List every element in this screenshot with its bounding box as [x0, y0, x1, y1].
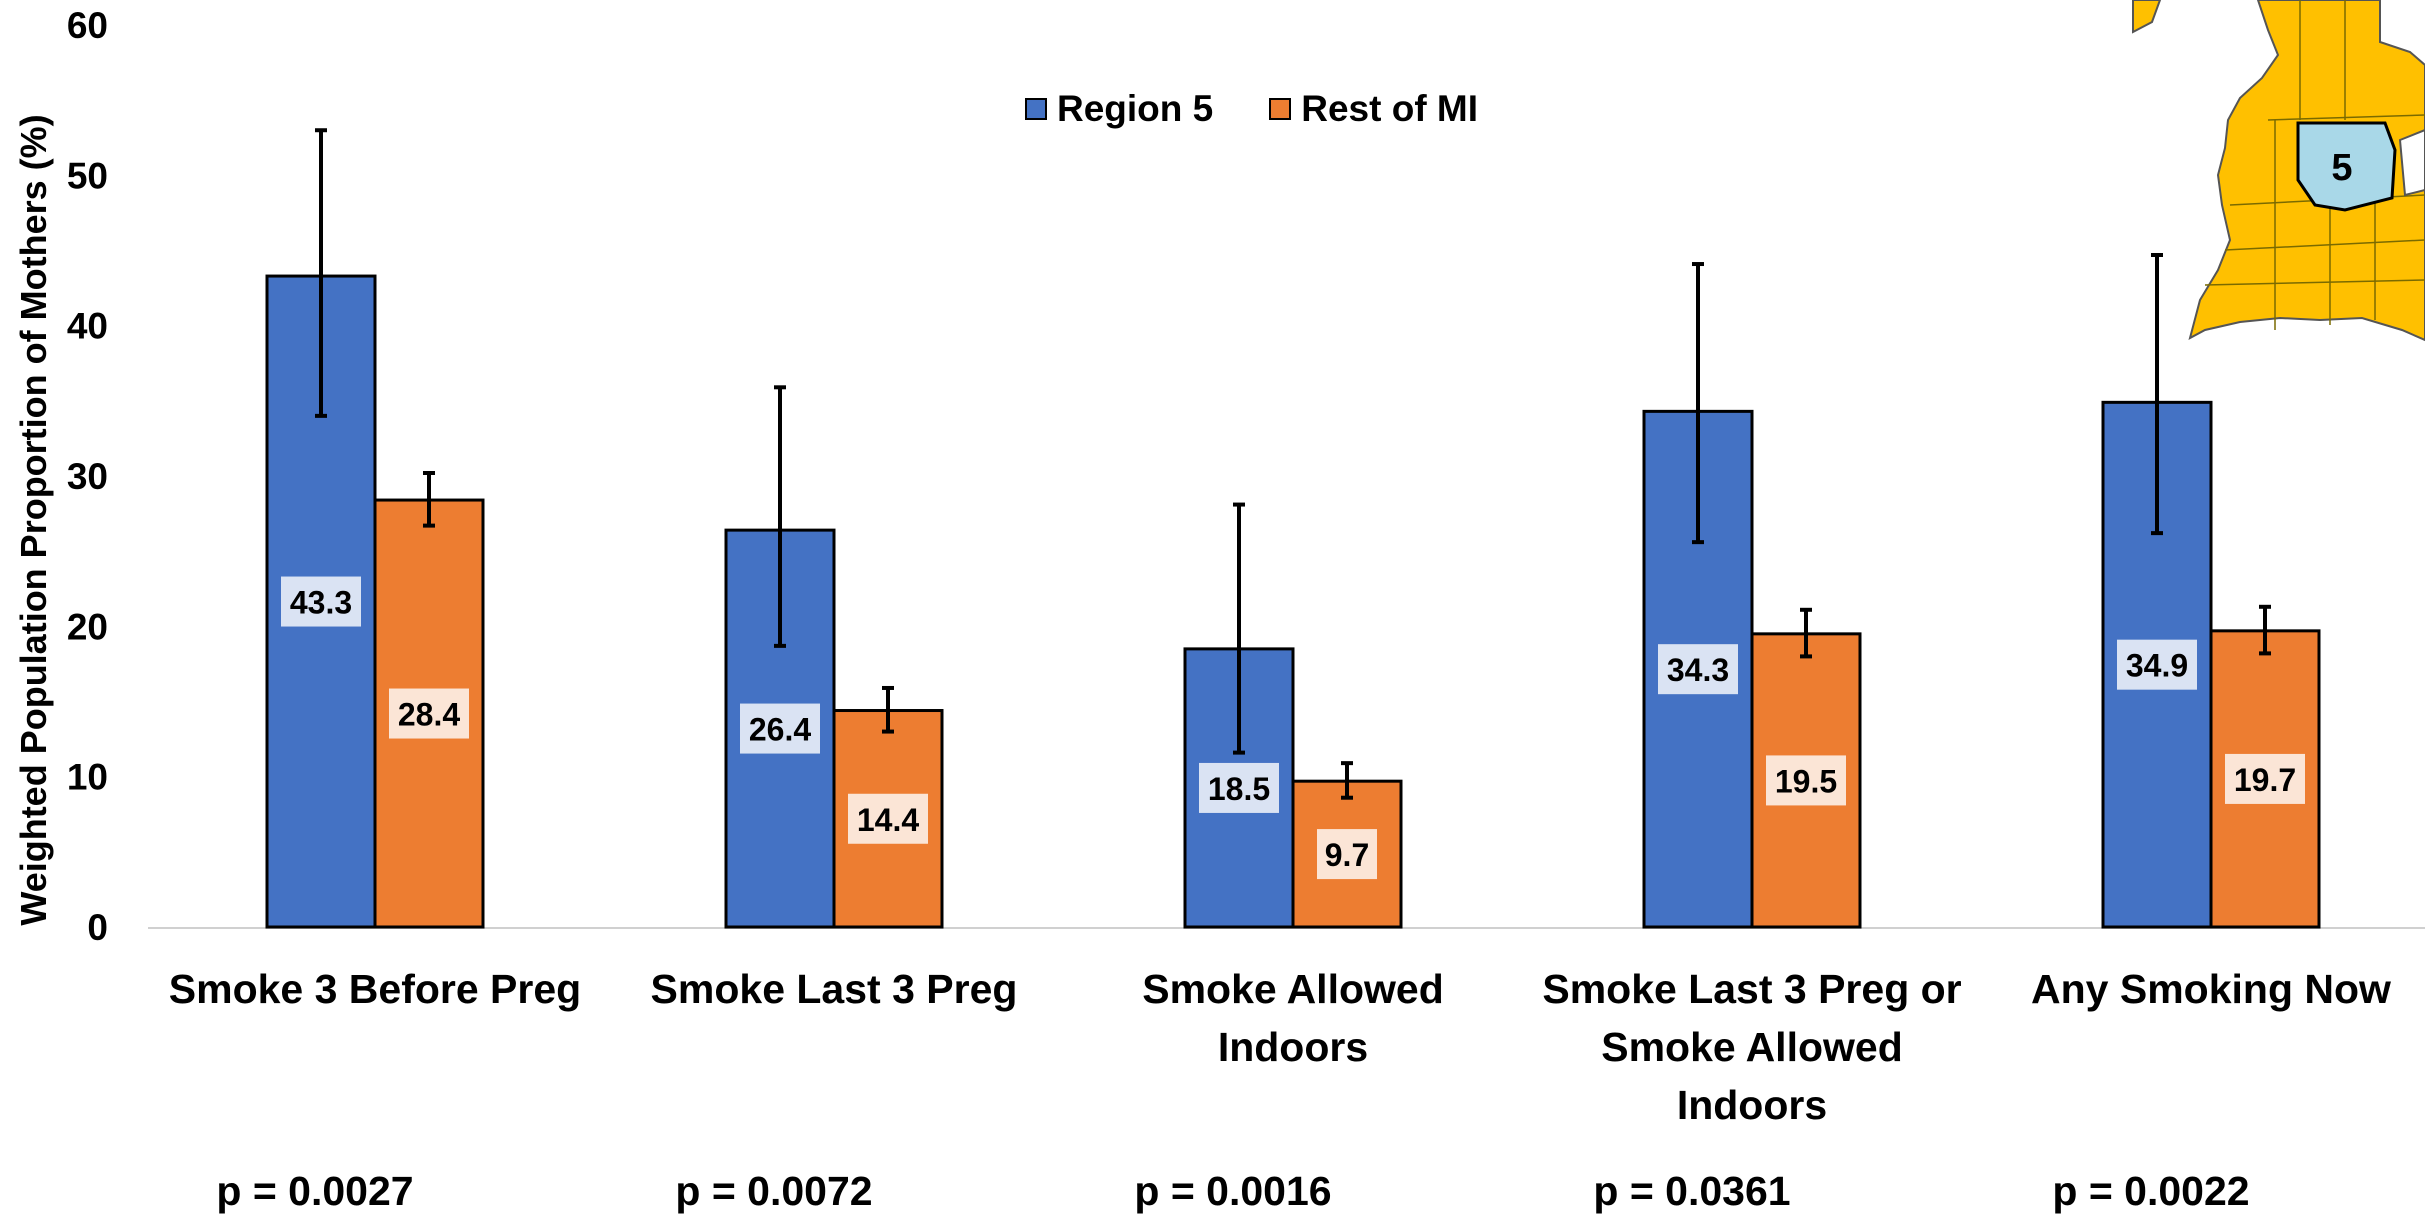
map-border — [2224, 239, 2425, 251]
x-tick-label-line: Smoke Allowed — [1142, 966, 1444, 1012]
y-tick-label: 30 — [67, 456, 108, 497]
map-border — [2267, 114, 2425, 121]
p-value-label: p = 0.0027 — [216, 1168, 413, 1214]
data-label: 9.7 — [1325, 837, 1369, 873]
legend: Region 5 Rest of MI — [1025, 88, 1478, 130]
data-label-bg — [281, 576, 361, 627]
data-label-bg — [740, 703, 820, 754]
legend-item-region5: Region 5 — [1025, 88, 1213, 130]
michigan-map-icon: 5 — [2132, 0, 2425, 342]
legend-label-region5: Region 5 — [1057, 88, 1214, 129]
data-label: 43.3 — [290, 585, 352, 621]
map-region5 — [2296, 121, 2397, 212]
data-label: 19.7 — [2234, 762, 2296, 798]
data-label-bg — [1766, 755, 1846, 806]
data-label: 14.4 — [857, 802, 919, 838]
y-axis-title: Weighted Population Proportion of Mother… — [13, 114, 54, 926]
data-label-bg — [848, 793, 928, 844]
bar — [1291, 779, 1403, 929]
data-label-bg — [1658, 644, 1738, 695]
x-tick-label-line: Indoors — [1677, 1082, 1827, 1128]
x-tick-label-line: Smoke 3 Before Preg — [169, 966, 581, 1012]
data-label: 19.5 — [1775, 763, 1837, 799]
data-label-bg — [2117, 639, 2197, 690]
x-tick-label-line: Any Smoking Now — [2031, 966, 2391, 1012]
x-tick-label-line: Indoors — [1218, 1024, 1368, 1070]
data-label-bg — [1317, 829, 1377, 880]
y-tick-label: 50 — [67, 155, 108, 196]
y-tick-label: 60 — [67, 5, 108, 46]
legend-swatch-region5 — [1025, 98, 1047, 120]
data-label-bg — [2225, 753, 2305, 804]
map-region-label: 5 — [2331, 147, 2352, 189]
x-tick-label-line: Smoke Last 3 Preg or — [1542, 966, 1961, 1012]
x-tick-label: Smoke Allowed Indoors — [1142, 966, 1444, 1070]
data-label: 34.9 — [2126, 648, 2188, 684]
map-island — [2132, 0, 2162, 34]
y-tick-label: 0 — [87, 907, 108, 948]
p-value-label: p = 0.0022 — [2052, 1168, 2249, 1214]
data-label-bg — [1199, 762, 1279, 813]
legend-swatch-rest-of-mi — [1269, 98, 1292, 120]
legend-item-rest-of-mi: Rest of MI — [1269, 88, 1478, 130]
p-value-label: p = 0.0361 — [1593, 1168, 1790, 1214]
data-label: 34.3 — [1667, 652, 1729, 688]
data-label: 18.5 — [1208, 771, 1270, 807]
data-label: 28.4 — [398, 697, 460, 733]
x-tick-label-line: Smoke Allowed — [1601, 1024, 1903, 1070]
x-tick-label: Smoke Last 3 Preg or Smoke Allowed Indoors — [1542, 966, 1961, 1128]
y-tick-label: 40 — [67, 306, 108, 347]
x-tick-label: Smoke Last 3 Preg — [651, 966, 1018, 1012]
x-tick-label-line: Smoke Last 3 Preg — [651, 966, 1018, 1012]
x-tick-label: Any Smoking Now — [2031, 966, 2391, 1012]
map-bay — [2398, 128, 2425, 197]
p-value-label: p = 0.0016 — [1134, 1168, 1331, 1214]
data-label: 26.4 — [749, 712, 811, 748]
map-border — [2204, 279, 2425, 286]
p-value-label: p = 0.0072 — [675, 1168, 872, 1214]
legend-label-rest-of-mi: Rest of MI — [1301, 88, 1479, 129]
x-tick-label: Smoke 3 Before Preg — [169, 966, 581, 1012]
y-tick-label: 10 — [67, 757, 108, 798]
data-label-bg — [389, 688, 469, 739]
y-tick-label: 20 — [67, 606, 108, 647]
